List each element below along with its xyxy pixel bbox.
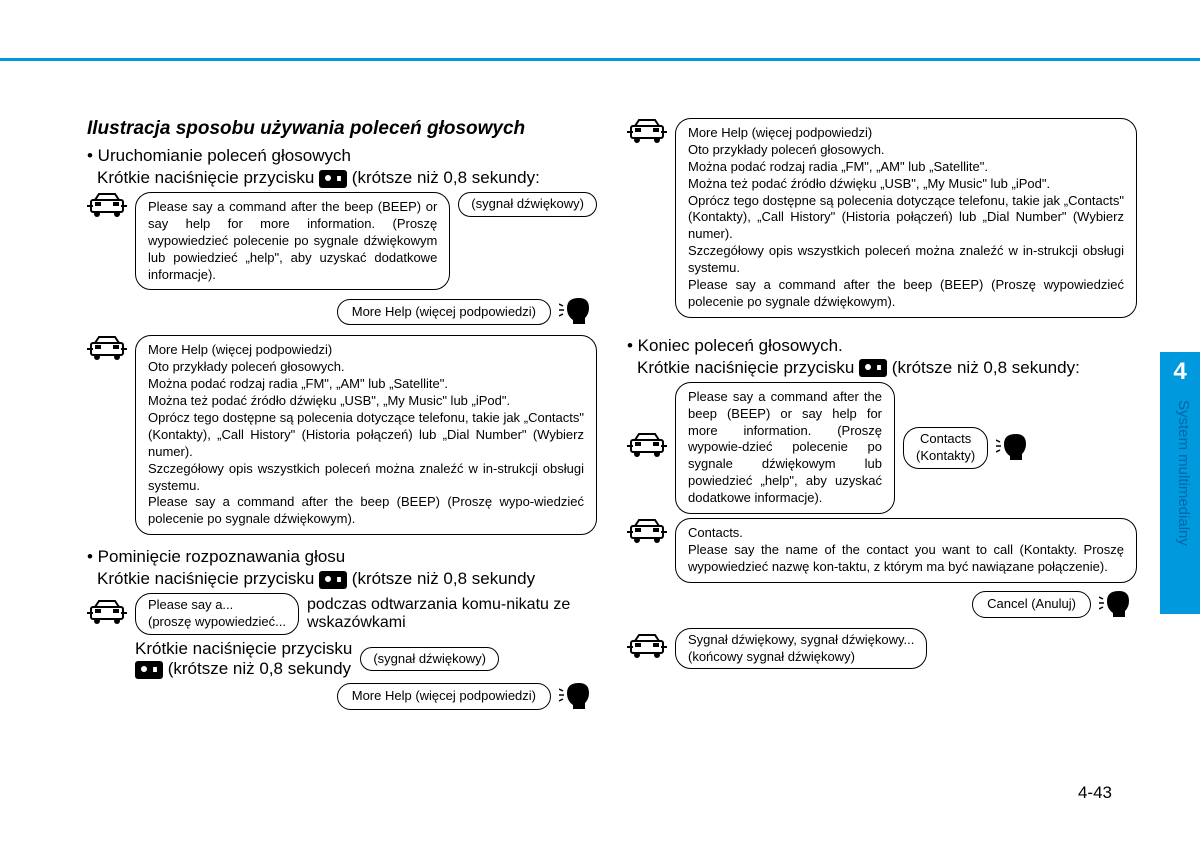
beep-bubble: (sygnał dźwiękowy)	[360, 647, 499, 672]
note-text: podczas odtwarzania komu-nikatu ze wskaz…	[307, 596, 597, 632]
user-response-1: More Help (więcej podpowiedzi)	[87, 294, 597, 329]
section2-line: Krótkie naciśnięcie przycisku (krótsze n…	[97, 569, 597, 589]
row-system-2: More Help (więcej podpowiedzi) Oto przyk…	[87, 335, 597, 535]
speaking-head-icon	[559, 679, 597, 714]
user-bubble: More Help (więcej podpowiedzi)	[337, 683, 551, 710]
car-icon	[627, 633, 667, 664]
row-system-3: More Help (więcej podpowiedzi) Oto przyk…	[627, 118, 1137, 318]
beep-bubble: (sygnał dźwiękowy)	[458, 192, 597, 217]
row-end-2: Contacts. Please say the name of the con…	[627, 518, 1137, 583]
user-cancel: Cancel (Anuluj)	[627, 587, 1137, 622]
page-content: Ilustracja sposobu używania poleceń głos…	[87, 118, 1137, 720]
user-bubble-cancel: Cancel (Anuluj)	[972, 591, 1091, 618]
car-icon	[87, 192, 127, 223]
right-column: More Help (więcej podpowiedzi) Oto przyk…	[627, 118, 1137, 720]
system-bubble: Contacts. Please say the name of the con…	[675, 518, 1137, 583]
user-bubble: More Help (więcej podpowiedzi)	[337, 299, 551, 326]
user-bubble-contacts: Contacts (Kontakty)	[903, 427, 988, 469]
page-title: Ilustracja sposobu używania poleceń głos…	[87, 118, 597, 140]
speaking-head-icon	[996, 430, 1034, 465]
car-icon	[627, 432, 667, 463]
row-end-1: Please say a command after the beep (BEE…	[627, 382, 1137, 514]
system-bubble-long: More Help (więcej podpowiedzi) Oto przyk…	[675, 118, 1137, 318]
section2-line2-row: Krótkie naciśnięcie przycisku (krótsze n…	[135, 639, 597, 679]
speaking-head-icon	[559, 294, 597, 329]
system-bubble: Please say a command after the beep (BEE…	[675, 382, 895, 514]
system-bubble-final: Sygnał dźwiękowy, sygnał dźwiękowy... (k…	[675, 628, 927, 670]
voice-button-icon	[859, 359, 887, 377]
car-icon	[627, 118, 667, 149]
row-end-3: Sygnał dźwiękowy, sygnał dźwiękowy... (k…	[627, 628, 1137, 670]
car-icon	[87, 335, 127, 366]
row-system-1: Please say a command after the beep (BEE…	[87, 192, 597, 290]
chapter-number: 4	[1160, 358, 1200, 386]
section4-line: Krótkie naciśnięcie przycisku (krótsze n…	[637, 358, 1137, 378]
speaking-head-icon	[1099, 587, 1137, 622]
section1-heading: • Uruchomianie poleceń głosowych	[87, 146, 597, 166]
section2-heading: • Pominięcie rozpoznawania głosu	[87, 547, 597, 567]
system-bubble-long: More Help (więcej podpowiedzi) Oto przyk…	[135, 335, 597, 535]
section1-line: Krótkie naciśnięcie przycisku (krótsze n…	[97, 168, 597, 188]
section4-heading: • Koniec poleceń głosowych.	[627, 336, 1137, 356]
page-number: 4-43	[1078, 783, 1112, 803]
left-column: Ilustracja sposobu używania poleceń głos…	[87, 118, 597, 720]
chapter-label: System multimedialny	[1175, 400, 1192, 546]
top-accent-bar	[0, 58, 1200, 61]
user-response-2: More Help (więcej podpowiedzi)	[87, 679, 597, 714]
voice-button-icon	[319, 571, 347, 589]
system-bubble: Please say a command after the beep (BEE…	[135, 192, 450, 290]
system-bubble-short: Please say a... (proszę wypowiedzieć...	[135, 593, 299, 635]
car-icon	[87, 599, 127, 630]
voice-button-icon	[319, 170, 347, 188]
car-icon	[627, 518, 667, 549]
chapter-side-tab: 4 System multimedialny	[1160, 352, 1200, 614]
voice-button-icon	[135, 661, 163, 679]
row-skip: Please say a... (proszę wypowiedzieć... …	[87, 593, 597, 635]
